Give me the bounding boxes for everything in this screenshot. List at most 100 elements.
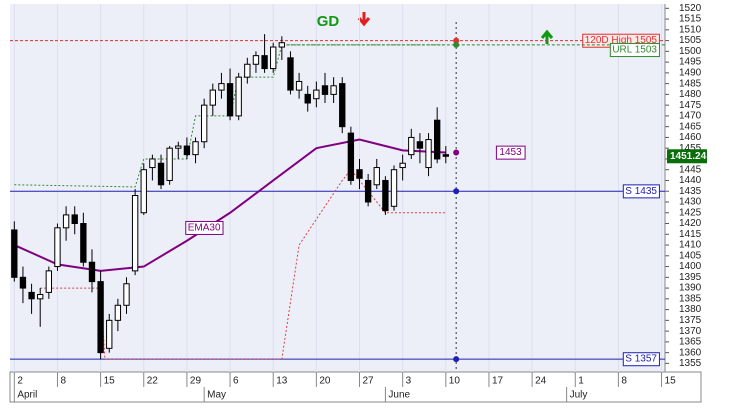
candle-body [339,83,346,128]
candle-body [183,145,191,156]
y-tick-label: 1390 [679,283,702,294]
candle-body [45,270,53,293]
candle-body [330,85,337,95]
level-label: S 1357 [625,354,657,365]
level-label: URL 1503 [612,45,657,56]
candle-body [166,147,173,181]
candle-body [390,169,398,207]
candle-body [425,139,432,169]
ema-value-label: 1453 [499,147,522,158]
y-tick-label: 1465 [679,121,702,132]
marker-dot [453,188,460,195]
y-tick-label: 1415 [679,229,702,240]
y-tick-label: 1425 [679,207,702,218]
candle-body [209,89,216,106]
y-tick-label: 1430 [679,197,702,208]
ema-value-box [495,145,526,160]
candle-body [408,136,415,156]
level-label-box [609,43,660,58]
candle-body [88,261,96,283]
candle-body [123,283,130,306]
y-tick-label: 1490 [679,68,702,79]
x-tick-label: 22 [147,376,159,387]
candle-body [364,179,372,203]
level-label: S 1435 [625,186,657,197]
candle-body [62,214,70,229]
candle-body [347,132,355,181]
y-tick-label: 1455 [679,143,702,154]
candle-body [433,119,441,160]
ema-label: EMA30 [188,222,221,233]
y-tick-label: 1500 [679,46,702,57]
candle-body [175,145,182,149]
level-label-box [622,184,660,199]
month-label: July [570,390,588,401]
candle-body [149,158,156,169]
candle-body [114,304,122,321]
y-tick-label: 1440 [679,175,702,186]
ema-line [13,138,446,272]
y-tick-label: 1375 [679,315,702,326]
candle-body [106,319,113,349]
candle-body [37,294,44,300]
x-tick-label: 2 [17,376,23,387]
buy-arrow [540,29,554,44]
month-label: June [388,390,410,401]
last-price-box [667,149,707,164]
y-tick-label: 1385 [679,293,702,304]
candle-body [140,169,147,214]
x-tick-label: 1 [578,376,584,387]
y-tick-label: 1395 [679,272,702,283]
last-price-label: 1451.24 [670,151,707,162]
y-tick-label: 1380 [679,304,702,315]
x-tick-label: 27 [363,376,375,387]
x-tick-label: 3 [406,376,412,387]
candle-body [28,291,35,300]
sell-arrow [357,12,371,27]
candle-body [218,83,225,91]
marker-dot [453,356,460,363]
candle-body [80,223,87,263]
x-tick-label: 6 [233,376,239,387]
x-tick-label: 15 [104,376,116,387]
candle-body [304,93,311,104]
level-label: 120D High 1505 [585,35,658,46]
candle-body [399,162,406,169]
x-tick-label: 8 [621,376,627,387]
candle-body [295,80,303,91]
y-tick-label: 1485 [679,78,702,89]
candle-body [157,162,165,186]
y-tick-label: 1520 [679,3,702,14]
x-tick-label: 29 [190,376,202,387]
candle-body [373,167,380,186]
candle-body [192,141,199,156]
candle-body [244,63,251,78]
candle-body [97,281,104,354]
candle-body [321,85,329,95]
candle-body [11,229,18,278]
x-tick-label: 10 [449,376,461,387]
marker-dot [453,37,460,44]
x-tick-label: 15 [665,376,677,387]
x-tick-label: 8 [60,376,66,387]
candle-body [71,214,78,225]
month-label: May [207,390,226,401]
candle-body [261,55,268,70]
y-tick-label: 1515 [679,14,702,25]
y-tick-label: 1445 [679,164,702,175]
y-tick-label: 1510 [679,24,702,35]
y-tick-label: 1505 [679,35,702,46]
y-tick-label: 1480 [679,89,702,100]
candle-body [287,57,294,91]
candle-body [226,83,234,117]
marker-dot [453,41,460,48]
candle-body [313,89,320,100]
candle-body [416,141,424,149]
candle-body [235,76,242,117]
candle-body [54,227,61,268]
candle-body [442,154,449,157]
badge: GD [317,13,340,30]
y-tick-label: 1435 [679,186,702,197]
y-tick-label: 1420 [679,218,702,229]
